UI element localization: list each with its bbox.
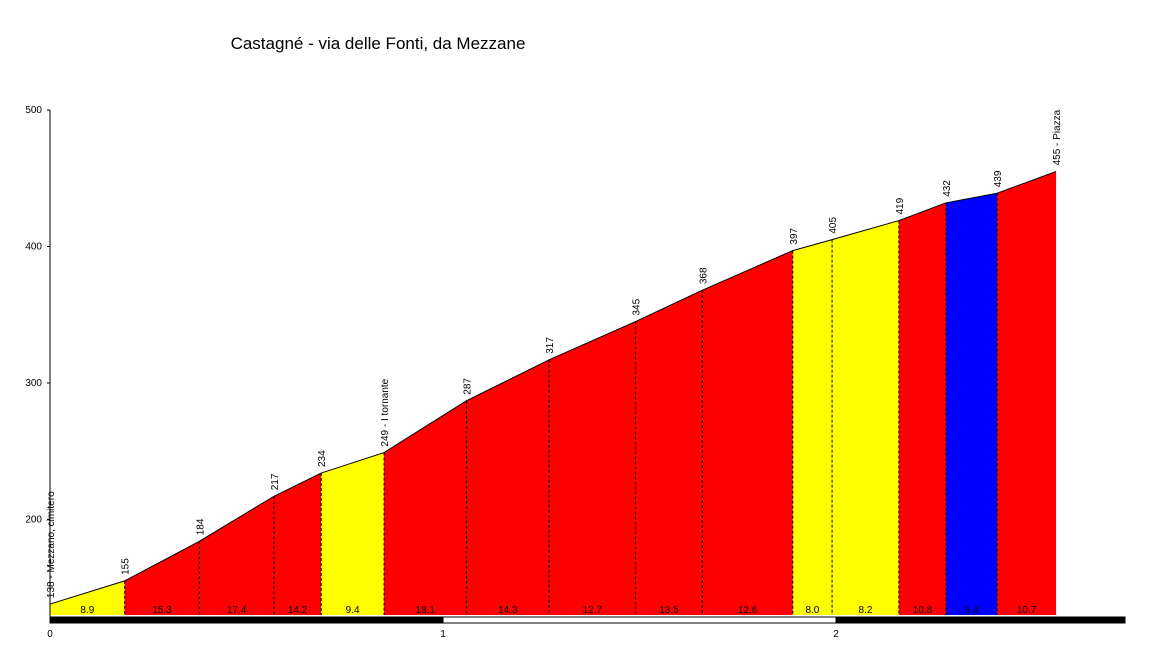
y-tick-label: 400 — [25, 241, 42, 252]
x-tick-label: 1 — [440, 629, 446, 640]
altitude-label: 419 — [895, 197, 906, 214]
gradient-label: 18.1 — [416, 605, 436, 616]
gradient-label: 14.3 — [498, 605, 518, 616]
profile-segment — [898, 202, 947, 616]
profile-segment — [946, 193, 998, 615]
point-labels: 138 - Mezzano, cimitero 155 184 217 234 249 -… — [46, 109, 1063, 598]
altitude-label: 138 - Mezzano, cimitero — [46, 491, 57, 598]
altitude-label: 405 — [828, 217, 839, 234]
profile-line — [49, 170, 1057, 605]
profile-segment — [635, 290, 703, 615]
profile-segment — [199, 496, 275, 615]
profile-segment — [466, 359, 550, 615]
gradient-label: 8.0 — [805, 605, 819, 616]
altitude-label: 217 — [270, 473, 281, 490]
profile-segment — [384, 400, 467, 615]
axes: 200 300 400 500 0 1 2 — [25, 105, 1126, 640]
distance-bar — [49, 616, 444, 624]
gradient-label: 10.8 — [913, 605, 933, 616]
y-tick-label: 500 — [25, 105, 42, 116]
altitude-label: 234 — [317, 450, 328, 467]
distance-bar — [442, 616, 837, 624]
profile-segment — [321, 452, 385, 615]
profile-segment — [274, 473, 322, 615]
profile-segment — [549, 321, 636, 615]
segment-dividers — [124, 193, 998, 615]
x-tick-label: 2 — [833, 629, 839, 640]
gradient-labels: 8.9 15.3 17.4 14.2 9.4 18.1 14.3 12.7 13.5 12.6 8.… — [80, 605, 1036, 616]
gradient-label: 9.4 — [346, 605, 360, 616]
gradient-label: 10.7 — [1017, 605, 1037, 616]
chart-title: Castagné - via delle Fonti, da Mezzane — [231, 34, 526, 53]
altitude-label: 317 — [545, 337, 556, 354]
profile-segment — [832, 220, 899, 615]
altitude-label: 155 — [121, 558, 132, 575]
gradient-label: 15.3 — [152, 605, 172, 616]
profile-segment — [124, 541, 200, 615]
gradient-label: 17.4 — [227, 605, 247, 616]
profile-segments — [50, 171, 1057, 616]
y-tick-label: 200 — [25, 514, 42, 525]
profile-segment — [702, 250, 793, 615]
y-tick-label: 300 — [25, 378, 42, 389]
gradient-label: 14.2 — [288, 605, 308, 616]
altitude-label: 432 — [942, 180, 953, 197]
gradient-label: 12.6 — [738, 605, 758, 616]
altitude-label: 455 - Piazza — [1052, 109, 1063, 165]
x-tick-label: 0 — [47, 629, 53, 640]
altitude-label: 287 — [463, 378, 474, 395]
altitude-label: 249 - I tornante — [380, 378, 391, 446]
profile-segment — [792, 239, 833, 615]
altitude-label: 345 — [632, 298, 643, 315]
distance-bar — [835, 616, 1126, 624]
gradient-label: 8.2 — [859, 605, 873, 616]
altitude-label: 184 — [195, 518, 206, 535]
gradient-label: 5.4 — [965, 605, 979, 616]
gradient-label: 13.5 — [659, 605, 679, 616]
altitude-label: 439 — [993, 170, 1004, 187]
altitude-label: 397 — [789, 227, 800, 244]
altitude-label: 368 — [698, 267, 709, 284]
profile-segment — [997, 171, 1057, 615]
profile-outline — [49, 170, 1057, 605]
gradient-label: 12.7 — [583, 605, 603, 616]
profile-segment — [50, 580, 125, 615]
gradient-label: 8.9 — [80, 605, 94, 616]
